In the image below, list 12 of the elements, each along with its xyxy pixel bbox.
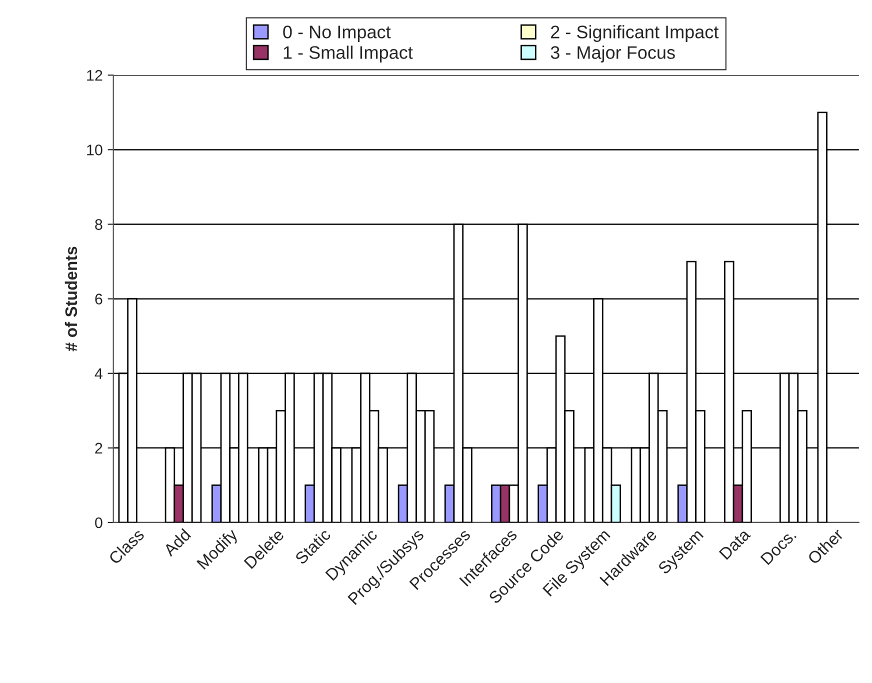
y-tick-label: 12 bbox=[87, 70, 102, 81]
legend-label: 3 - Major Focus bbox=[550, 46, 675, 62]
legend-label: 2 - Significant Impact bbox=[551, 25, 719, 42]
y-tick-label: 6 bbox=[95, 294, 102, 304]
y-axis-title: # of Students bbox=[64, 246, 78, 352]
y-tick-label: 8 bbox=[95, 219, 102, 230]
y-tick-label: 4 bbox=[94, 368, 102, 379]
y-tick-label: 2 bbox=[95, 442, 102, 454]
legend-label: 1 - Small Impact bbox=[284, 46, 413, 62]
legend-label: 0 - No Impact bbox=[283, 26, 391, 42]
y-tick-label: 0 bbox=[95, 517, 102, 528]
y-tick-label: 10 bbox=[87, 144, 102, 156]
